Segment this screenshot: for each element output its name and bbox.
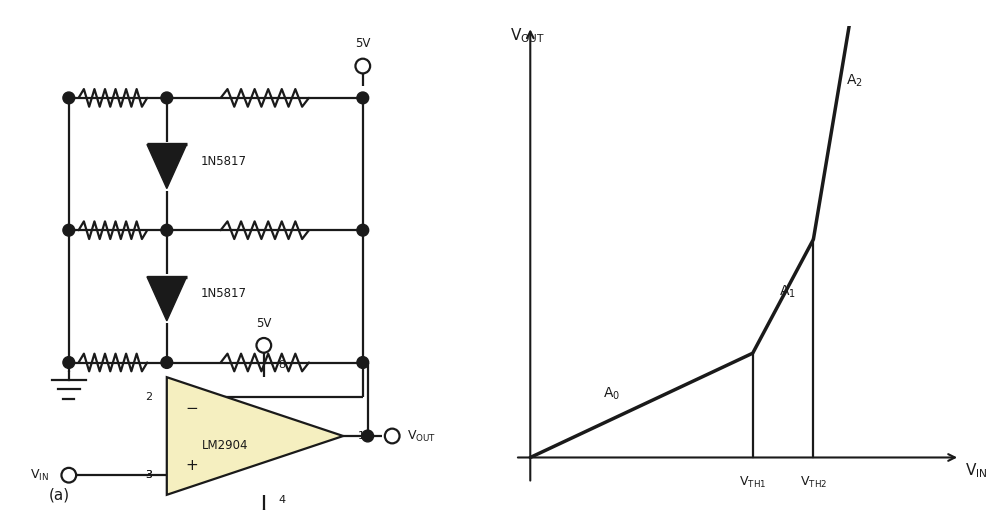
Circle shape <box>256 338 271 353</box>
Text: $\mathregular{V_{OUT}}$: $\mathregular{V_{OUT}}$ <box>407 428 436 443</box>
Text: 1N5817: 1N5817 <box>201 155 247 168</box>
Circle shape <box>63 224 75 236</box>
Text: $+$: $+$ <box>185 458 198 473</box>
Text: 5V: 5V <box>355 38 370 50</box>
Text: 3: 3 <box>145 470 152 480</box>
Text: 5V: 5V <box>256 317 272 330</box>
Text: 1N5817: 1N5817 <box>201 287 247 300</box>
Text: (a): (a) <box>49 487 70 503</box>
Polygon shape <box>147 277 187 321</box>
Text: $\mathregular{V_{IN}}$: $\mathregular{V_{IN}}$ <box>965 462 988 480</box>
Polygon shape <box>167 377 343 495</box>
Circle shape <box>61 468 76 482</box>
Text: LM2904: LM2904 <box>202 439 249 452</box>
Circle shape <box>357 224 369 236</box>
Text: $\mathregular{V_{TH2}}$: $\mathregular{V_{TH2}}$ <box>800 475 827 490</box>
Text: $\mathregular{V_{IN}}$: $\mathregular{V_{IN}}$ <box>30 468 49 483</box>
Polygon shape <box>147 144 187 188</box>
Circle shape <box>357 357 369 368</box>
Circle shape <box>385 428 400 443</box>
Circle shape <box>63 92 75 104</box>
Text: $\mathregular{V_{TH1}}$: $\mathregular{V_{TH1}}$ <box>739 475 766 490</box>
Circle shape <box>355 59 370 74</box>
Circle shape <box>161 92 173 104</box>
Text: $\mathregular{V_{OUT}}$: $\mathregular{V_{OUT}}$ <box>510 26 545 45</box>
Circle shape <box>161 357 173 368</box>
Text: 8: 8 <box>279 360 286 370</box>
Circle shape <box>63 357 75 368</box>
Text: $-$: $-$ <box>185 399 198 414</box>
Circle shape <box>362 430 374 442</box>
Text: $\mathregular{A_2}$: $\mathregular{A_2}$ <box>846 73 863 89</box>
Text: $\mathregular{A_1}$: $\mathregular{A_1}$ <box>779 284 796 300</box>
Circle shape <box>357 92 369 104</box>
Text: 3: 3 <box>145 470 152 480</box>
Text: $\mathregular{A_0}$: $\mathregular{A_0}$ <box>603 386 620 403</box>
Circle shape <box>161 224 173 236</box>
Text: 2: 2 <box>145 392 152 402</box>
Text: 4: 4 <box>279 495 286 505</box>
Text: 1: 1 <box>358 431 365 441</box>
